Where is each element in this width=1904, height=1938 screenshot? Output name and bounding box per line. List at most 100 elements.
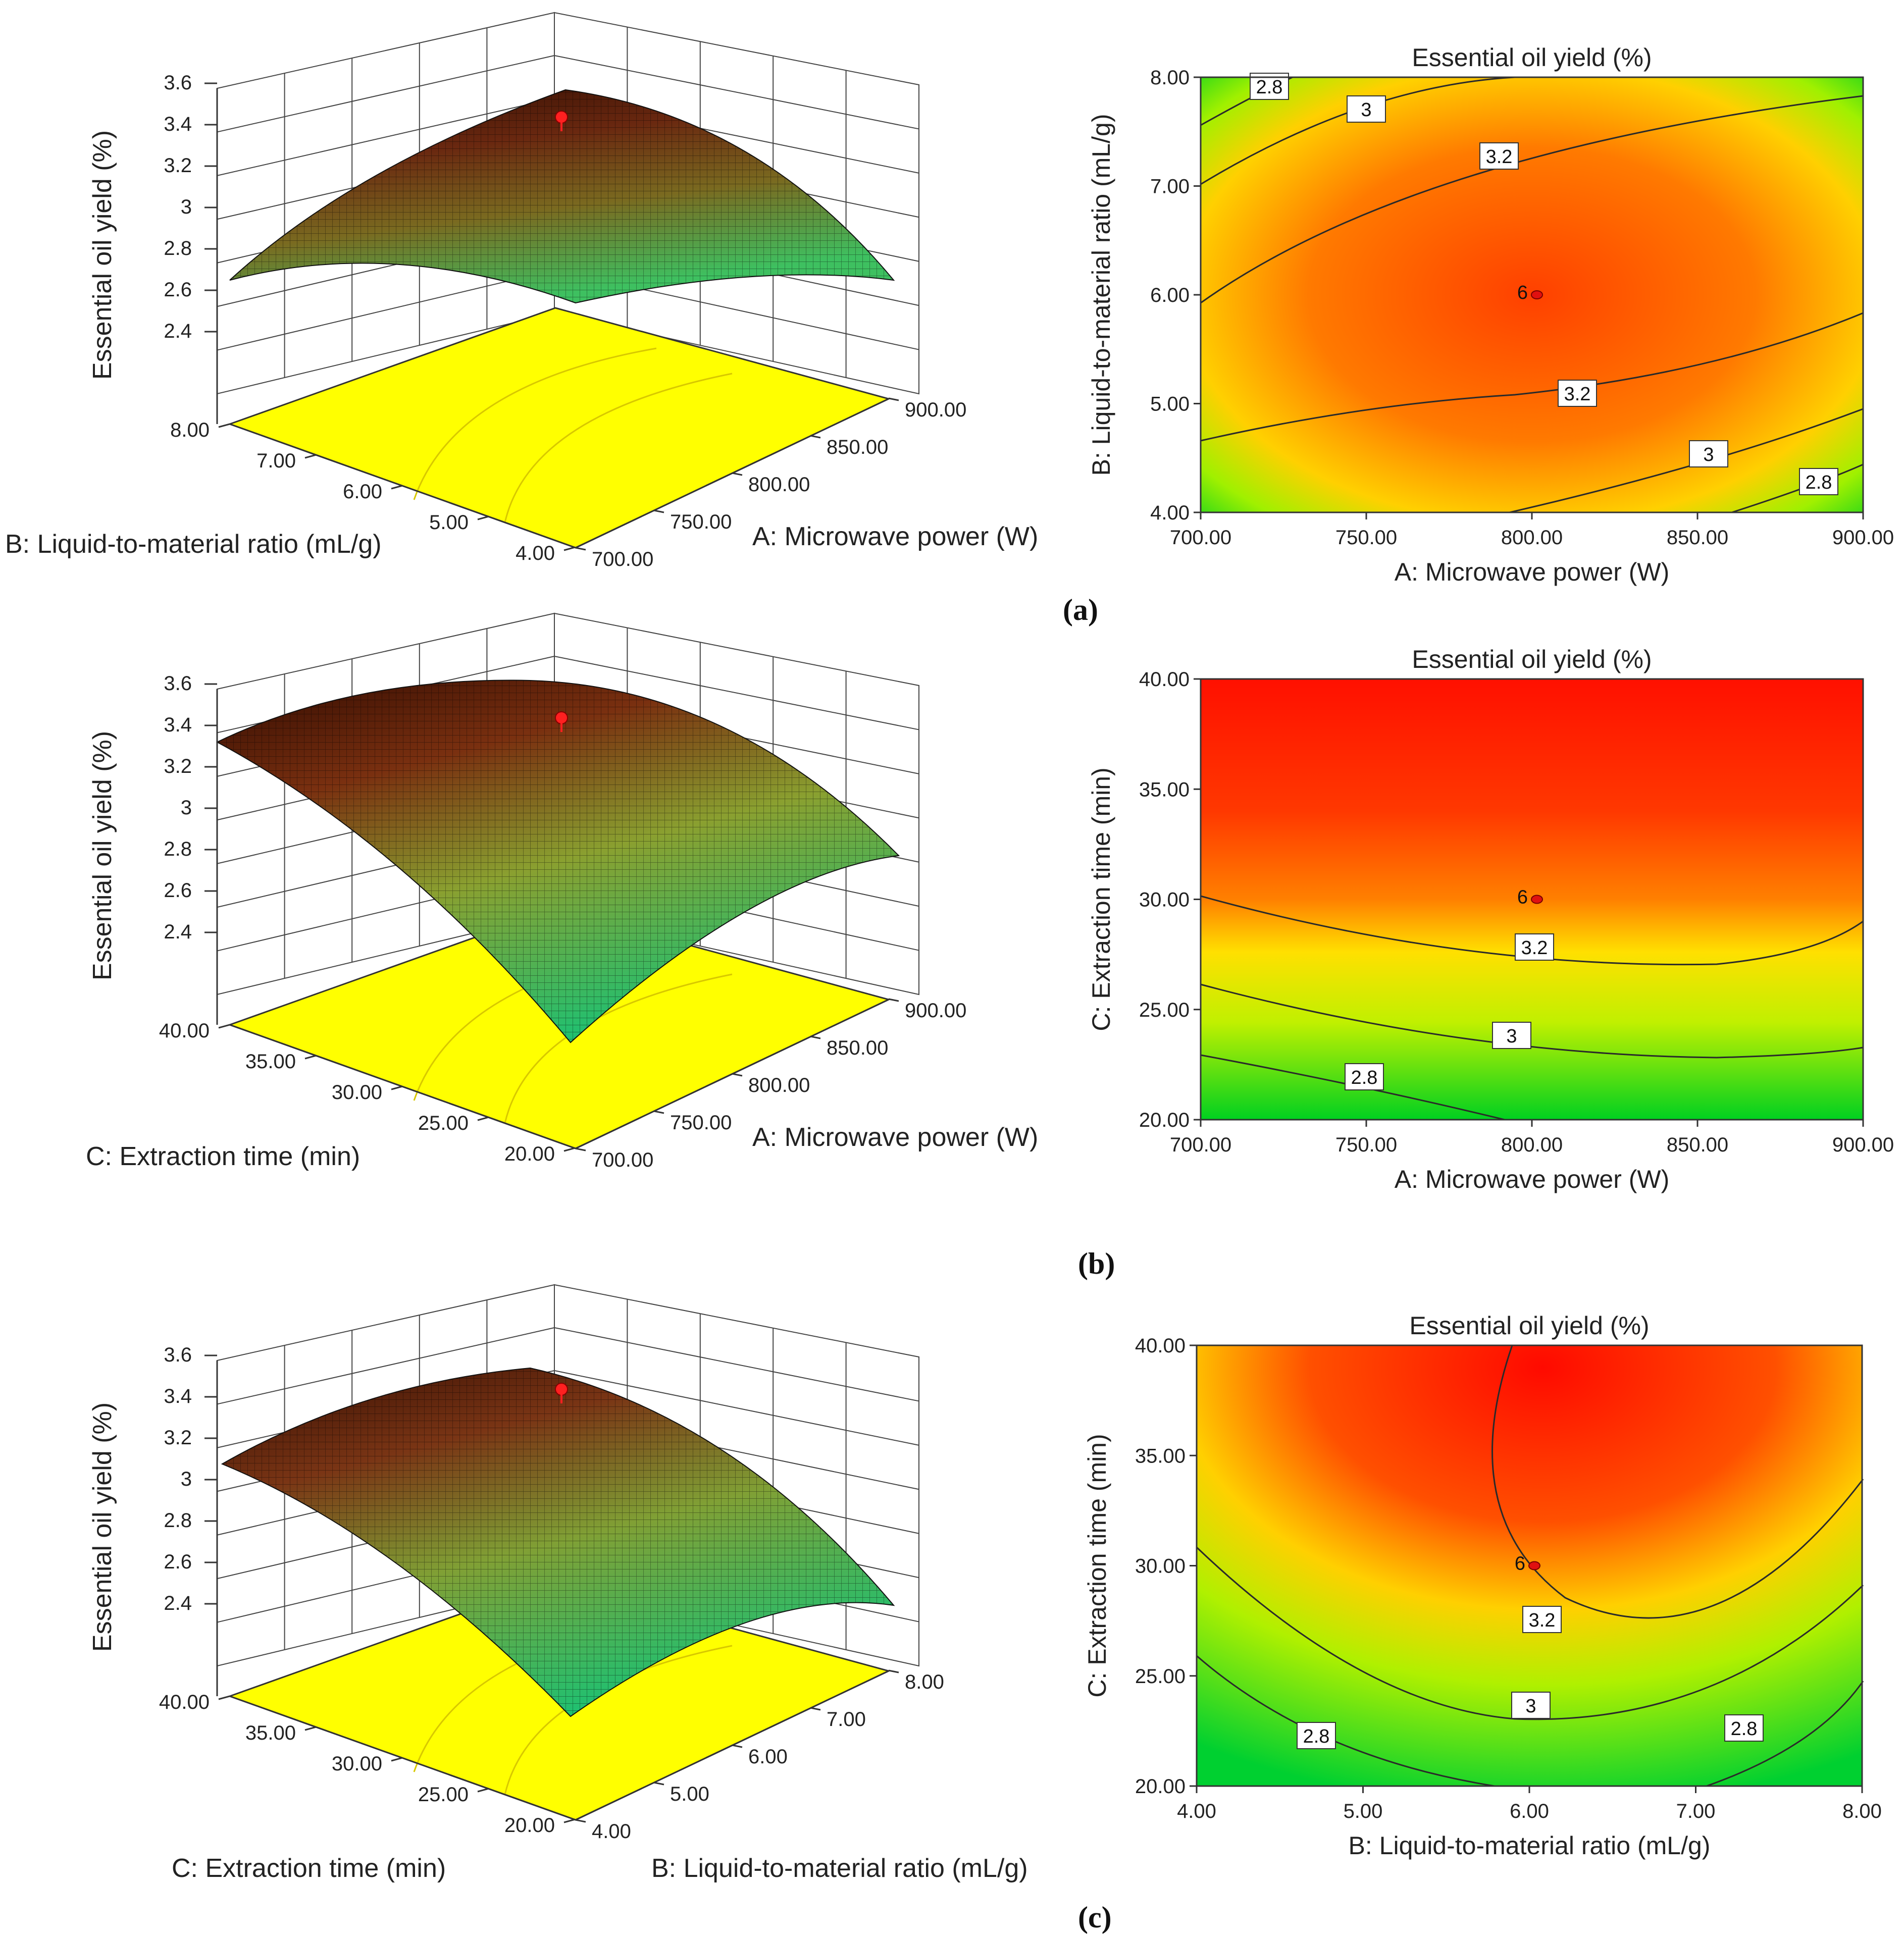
contour-plot-0: 2.8 3 3.2 3.2 3 2.8 6 700.00 750.00 800.00 850.00 9… [1087,43,1894,586]
y-tick [653,1782,664,1786]
y-tick-label: 5.00 [1150,393,1190,415]
y-tick-label: 8.00 [905,1671,944,1693]
contour-label-box [1558,380,1597,407]
z-tick-label: 3.6 [164,672,192,695]
x-axis-label: B: Liquid-to-material ratio (mL/g) [5,530,382,559]
contour-level-label: 2.8 [1351,1067,1378,1088]
contour-x-axis-label: A: Microwave power (W) [1395,558,1670,586]
y-tick [575,547,586,551]
x-tick [304,1055,317,1060]
contour-x-axis-label: A: Microwave power (W) [1395,1165,1670,1193]
contour-level-label: 3.2 [1529,1610,1556,1631]
y-tick-label: 850.00 [827,1037,888,1059]
contour-level-label: 3 [1506,1026,1517,1047]
z-tick-label: 3 [181,1468,192,1490]
contour-level-label: 3.2 [1521,937,1548,959]
y-tick-label: 900.00 [905,399,966,421]
z-axis-label: Essential oil yield (%) [88,1402,117,1652]
y-tick-label: 6.00 [1150,284,1190,306]
y-tick-label: 7.00 [1150,176,1190,198]
z-tick-label: 3 [181,196,192,218]
z-tick-label: 3.2 [164,755,192,777]
y-tick-label: 35.00 [1139,778,1190,801]
x-axis-line [229,1695,576,1821]
x-tick-label: 900.00 [1832,527,1894,549]
x-tick-label: 8.00 [170,419,210,441]
contour-level-label: 3.2 [1564,384,1591,405]
x-tick [563,546,576,551]
z-tick-label: 3.6 [164,72,192,94]
y-tick-label: 20.00 [1139,1109,1190,1131]
z-tick-label: 3 [181,797,192,819]
right-wall-gridline [554,656,919,730]
y-tick-label: 750.00 [670,1112,732,1134]
x-tick [563,1818,576,1823]
y-tick-label: 4.00 [1150,502,1190,524]
x-tick-label: 4.00 [516,542,555,564]
z-tick-label: 2.6 [164,1551,192,1573]
contour-level-label: 3 [1525,1696,1536,1717]
y-tick-label: 40.00 [1139,668,1190,691]
x-tick [304,1726,317,1731]
y-tick [575,1819,586,1823]
contour-level-label: 2.8 [1806,472,1832,493]
right-wall-gridline [554,55,919,130]
x-tick-label: 800.00 [1501,1134,1563,1156]
y-tick-label: 35.00 [1135,1445,1186,1467]
contour-level-label: 3.2 [1486,146,1513,168]
contour-label-box [1347,95,1386,123]
z-tick-label: 3.4 [164,714,192,736]
floor-contour [413,347,657,500]
z-axis-label: Essential oil yield (%) [88,731,117,980]
panel-label-c: (c) [1078,1901,1112,1934]
contour-label-box [1297,1722,1336,1749]
x-tick-label: 700.00 [1170,1134,1231,1156]
x-tick-label: 750.00 [1335,1134,1397,1156]
contour-label-box [1724,1714,1764,1742]
y-tick [732,472,743,476]
y-tick [888,397,899,401]
y-tick-label: 700.00 [592,548,653,570]
contour-title: Essential oil yield (%) [1412,645,1652,673]
contour-label-box [1522,1606,1562,1633]
left-wall-gridline [217,98,555,176]
surface-plot-2: 3.6 3.4 3.2 3 2.8 2.6 2.4 Essential oil yield (… [88,1284,1028,1883]
x-tick-label: 8.00 [1842,1800,1882,1822]
y-axis-label: B: Liquid-to-material ratio (mL/g) [651,1854,1028,1883]
y-tick [810,435,821,439]
z-tick-label: 2.4 [164,1592,192,1614]
y-tick [888,998,899,1002]
x-tick-label: 35.00 [245,1722,296,1744]
y-tick-label: 850.00 [827,436,888,458]
x-axis-label: C: Extraction time (min) [86,1142,360,1171]
x-tick [477,515,489,520]
left-wall-gridline [217,1327,555,1405]
y-tick-label: 30.00 [1139,889,1190,911]
x-tick-label: 4.00 [1177,1800,1216,1822]
contour-label-box [1799,468,1838,495]
x-tick-label: 30.00 [332,1081,382,1104]
z-tick-label: 2.8 [164,838,192,860]
y-tick-label: 6.00 [748,1746,788,1768]
x-tick [391,1085,403,1090]
x-tick [563,1147,576,1152]
y-tick-label: 750.00 [670,511,732,533]
z-tick-label: 2.6 [164,879,192,902]
contour-level-label: 3 [1703,444,1714,465]
center-point-label: 6 [1517,282,1528,303]
floor-contour [504,373,733,523]
z-tick-label: 2.4 [164,320,192,342]
left-wall-gridline [217,55,555,133]
center-point [1531,290,1543,299]
y-tick-label: 700.00 [592,1149,653,1171]
z-tick-label: 2.4 [164,921,192,943]
y-tick-label: 7.00 [827,1708,866,1731]
contour-level-label: 2.8 [1303,1726,1330,1747]
y-tick-label: 40.00 [1135,1335,1186,1357]
surface-mesh [217,680,899,1042]
x-tick [391,1757,403,1762]
contour-level-label: 2.8 [1256,77,1283,98]
y-tick [575,1147,586,1151]
z-tick-label: 2.6 [164,279,192,301]
z-tick-label: 3.4 [164,1385,192,1407]
